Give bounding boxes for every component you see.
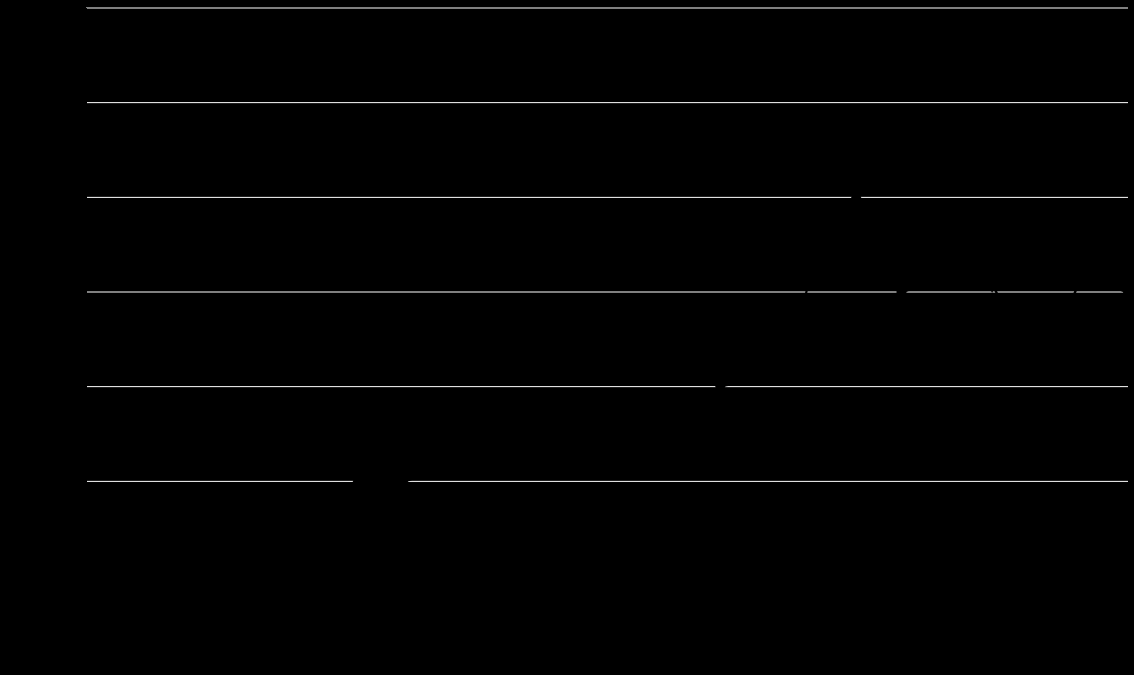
y-tick-label: 300 (51, 284, 75, 300)
x-tick-label: 11 (532, 587, 547, 603)
line-chart: 123456789101112131415161718192021222324 … (0, 0, 1134, 675)
x-tick-label: 22 (1030, 587, 1046, 603)
y-tick-label: 100 (51, 473, 75, 489)
x-tick-label: 21 (984, 587, 1000, 603)
x-tick-label: 1 (82, 587, 90, 603)
y-tick-label: 200 (51, 378, 75, 394)
x-tick-label: 17 (803, 587, 819, 603)
x-tick-label: 16 (758, 587, 774, 603)
x-tick-label: 24 (1120, 587, 1134, 603)
x-tick-label: 7 (354, 587, 362, 603)
y-tick-label: 0 (66, 568, 74, 584)
x-tick-label: 8 (399, 587, 407, 603)
y-tick-label: 600 (51, 0, 75, 16)
x-tick-label: 2 (127, 587, 135, 603)
x-tick-label: 19 (894, 587, 910, 603)
x-tick-label: 4 (218, 587, 226, 603)
x-tick-label: 15 (712, 587, 728, 603)
x-tick-label: 18 (848, 587, 864, 603)
x-tick-label: 5 (263, 587, 271, 603)
x-tick-label: 14 (667, 587, 683, 603)
x-tick-label: 6 (309, 587, 317, 603)
x-tick-label: 23 (1075, 587, 1091, 603)
y-tick-label: 400 (51, 189, 75, 205)
x-tick-label: 10 (486, 587, 502, 603)
x-tick-label: 9 (445, 587, 453, 603)
x-tick-label: 3 (173, 587, 181, 603)
y-tick-label: 500 (51, 94, 75, 110)
x-tick-label: 20 (939, 587, 955, 603)
x-tick-label: 12 (577, 587, 593, 603)
x-tick-label: 13 (622, 587, 638, 603)
